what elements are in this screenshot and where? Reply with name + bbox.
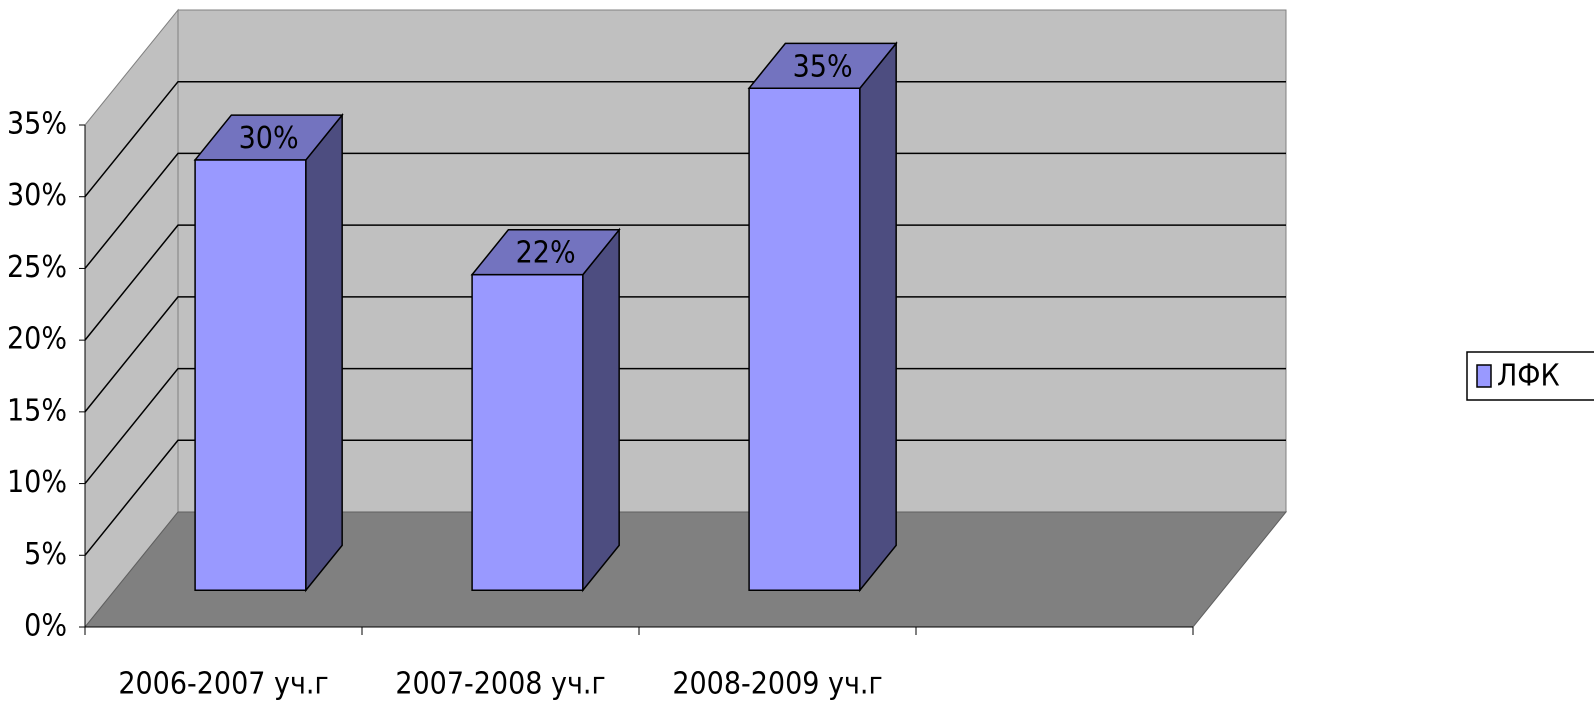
bar-top xyxy=(747,42,898,89)
y-tick-label: 30% xyxy=(7,178,67,213)
bar-top xyxy=(193,114,344,161)
data-label: 30% xyxy=(239,121,299,156)
x-tick-label: 2007-2008 уч.г xyxy=(395,667,605,702)
bar xyxy=(747,41,898,593)
data-label: 35% xyxy=(793,49,853,84)
bar-top xyxy=(470,229,621,276)
legend-label: ЛФК xyxy=(1497,359,1560,394)
grid-line xyxy=(84,296,1286,413)
bar-front xyxy=(194,159,307,591)
grid-line xyxy=(84,80,1286,198)
bar-side xyxy=(859,41,897,593)
y-tick-label: 20% xyxy=(7,322,67,357)
bar xyxy=(193,112,344,593)
grid-line xyxy=(84,224,1286,341)
x-tick-label: 2006-2007 уч.г xyxy=(118,667,328,702)
y-tick-label: 0% xyxy=(24,609,67,644)
bar-side xyxy=(582,227,620,593)
y-tick-label: 10% xyxy=(7,465,67,500)
y-tick-label: 25% xyxy=(7,250,67,285)
legend-swatch xyxy=(1476,364,1492,388)
bar-side xyxy=(305,112,343,593)
x-tick-label: 2008-2009 уч.г xyxy=(672,667,882,702)
bar-front xyxy=(471,273,584,591)
grid-line xyxy=(84,367,1286,485)
y-tick-label: 15% xyxy=(7,393,67,428)
grid-line xyxy=(84,439,1286,556)
back-wall xyxy=(177,9,1287,513)
bar-front xyxy=(748,87,861,591)
data-label: 22% xyxy=(516,236,576,271)
grid-line xyxy=(84,152,1286,269)
y-tick-label: 35% xyxy=(7,107,67,142)
y-tick-label: 5% xyxy=(24,537,67,572)
bar xyxy=(470,227,621,593)
legend: ЛФК xyxy=(1466,351,1594,401)
